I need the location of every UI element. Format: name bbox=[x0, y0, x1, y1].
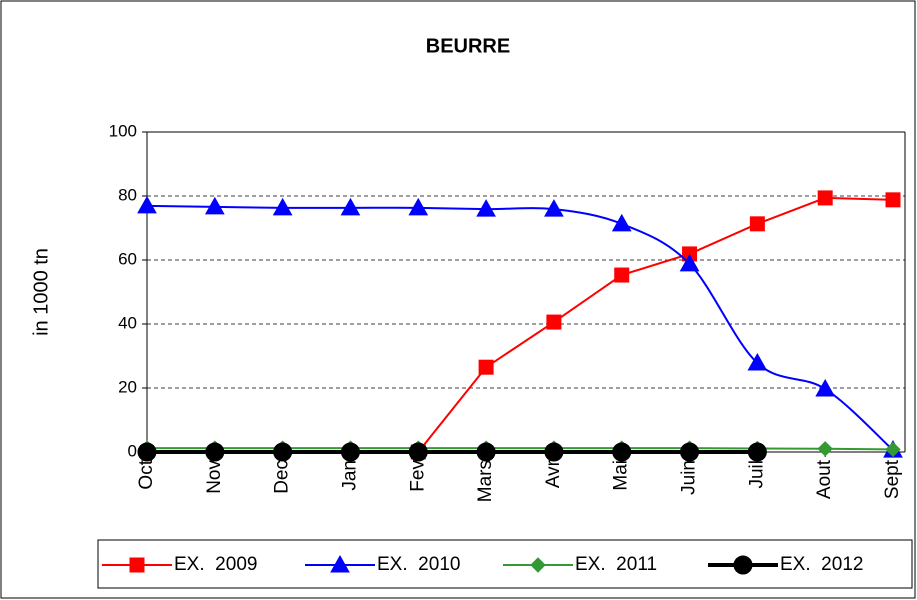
x-tick-label: Fev bbox=[407, 460, 428, 492]
data-point bbox=[137, 442, 157, 462]
y-tick-label: 60 bbox=[118, 249, 137, 268]
data-point bbox=[408, 442, 428, 462]
data-point bbox=[679, 253, 700, 272]
data-point bbox=[476, 442, 496, 462]
data-point bbox=[817, 190, 833, 206]
series bbox=[410, 190, 901, 460]
data-point bbox=[204, 196, 225, 215]
data-point bbox=[749, 216, 765, 232]
data-point bbox=[680, 442, 700, 462]
legend-marker bbox=[330, 554, 350, 573]
data-point bbox=[273, 442, 293, 462]
data-point bbox=[885, 441, 901, 458]
data-point bbox=[614, 267, 630, 283]
legend-marker bbox=[530, 557, 546, 573]
x-tick-label: Juil bbox=[746, 460, 767, 489]
series-line bbox=[417, 196, 894, 453]
data-point bbox=[340, 197, 361, 216]
data-point bbox=[747, 442, 767, 462]
series bbox=[137, 195, 903, 458]
x-tick-label: Jan bbox=[339, 460, 360, 491]
y-axis-label: in 1000 tn bbox=[30, 248, 52, 336]
data-point bbox=[611, 213, 632, 232]
x-tick-label: Nov bbox=[204, 460, 225, 494]
legend-marker bbox=[733, 555, 753, 575]
x-tick-label: Aout bbox=[814, 459, 835, 499]
y-tick-label: 100 bbox=[109, 121, 137, 140]
x-tick-label: Oct bbox=[136, 459, 157, 489]
y-tick-label: 20 bbox=[118, 377, 137, 396]
data-point bbox=[476, 199, 496, 217]
x-tick-label: Mars bbox=[475, 460, 496, 502]
data-point bbox=[205, 442, 225, 462]
legend-label: EX. 2012 bbox=[780, 554, 863, 575]
data-point bbox=[815, 378, 836, 397]
y-tick-label: 0 bbox=[128, 441, 137, 460]
y-tick-label: 40 bbox=[118, 313, 137, 332]
y-tick-label: 80 bbox=[118, 185, 137, 204]
series bbox=[137, 442, 767, 462]
x-tick-label: Avr bbox=[543, 459, 564, 488]
data-point bbox=[408, 197, 429, 216]
legend-marker bbox=[129, 557, 145, 573]
chart-title: BEURRE bbox=[426, 35, 510, 57]
legend-label: EX. 2010 bbox=[377, 554, 460, 575]
data-point bbox=[544, 442, 564, 462]
series-line bbox=[147, 447, 894, 451]
data-point bbox=[747, 353, 768, 371]
x-tick-label: Juin bbox=[679, 460, 700, 495]
data-point bbox=[612, 442, 632, 462]
x-tick-label: Dec bbox=[272, 460, 293, 494]
legend-label: EX. 2011 bbox=[575, 554, 657, 575]
data-point bbox=[546, 314, 562, 330]
legend-label: EX. 2009 bbox=[174, 554, 257, 575]
data-point bbox=[137, 195, 157, 214]
data-point bbox=[272, 197, 293, 216]
data-point bbox=[817, 441, 833, 457]
x-tick-label: Sept bbox=[882, 459, 903, 499]
data-point bbox=[885, 192, 901, 208]
x-tick-label: Mai bbox=[611, 460, 632, 491]
data-point bbox=[340, 442, 360, 462]
data-point bbox=[478, 359, 494, 375]
data-point bbox=[544, 199, 564, 217]
